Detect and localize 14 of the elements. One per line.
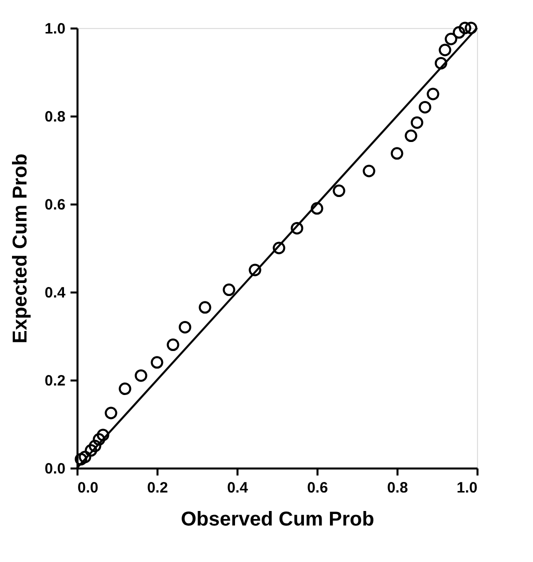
x-tick-label: 0.6: [307, 480, 328, 496]
y-tick-label: 0.8: [44, 108, 66, 126]
y-tick-label: 1.0: [44, 20, 66, 38]
x-tick-label: 0.0: [78, 480, 98, 496]
x-tick-label: 0.2: [147, 480, 168, 496]
x-axis-title: Observed Cum Prob: [180, 508, 374, 530]
y-tick-label: 0.0: [44, 460, 66, 478]
y-axis-title: Expected Cum Prob: [10, 153, 32, 344]
x-tick-label: 1.0: [456, 480, 478, 496]
x-tick-label: 0.4: [227, 480, 249, 496]
y-tick-label: 0.6: [44, 196, 66, 214]
y-tick-label: 0.4: [44, 284, 66, 302]
y-tick-label: 0.2: [44, 372, 66, 390]
x-tick-label: 0.8: [387, 480, 408, 496]
